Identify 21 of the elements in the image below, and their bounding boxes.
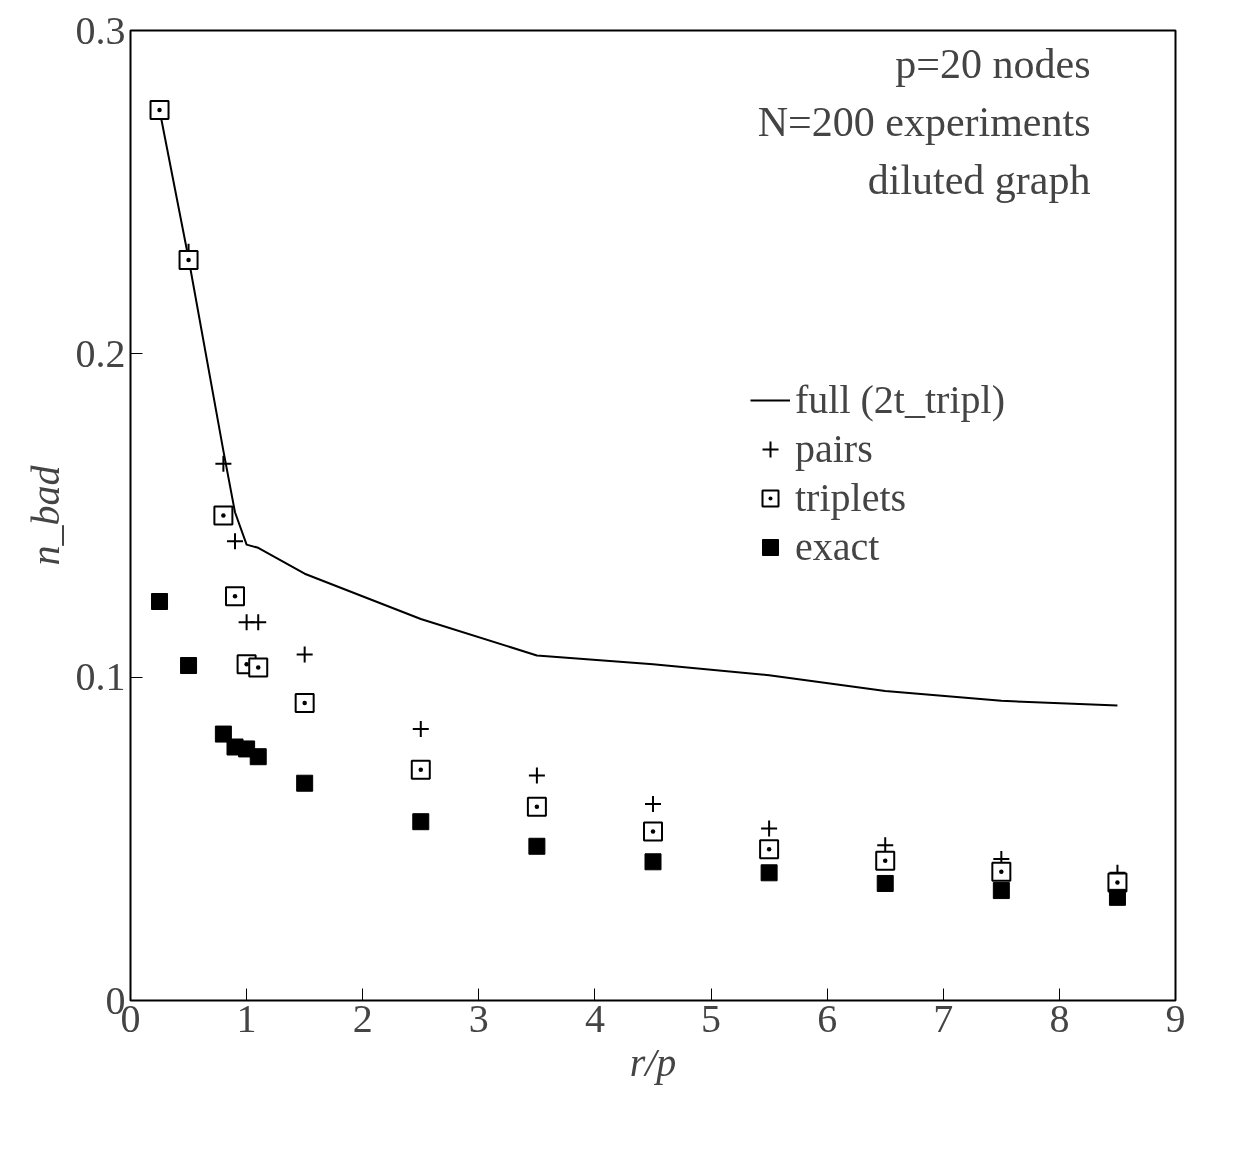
x-tick-label: 2 — [352, 995, 373, 1041]
annotation: N=200 experiments — [757, 98, 1091, 145]
x-tick-label: 7 — [933, 995, 954, 1041]
legend-label: pairs — [795, 425, 873, 472]
legend-label: exact — [795, 523, 880, 570]
annotation: diluted graph — [867, 156, 1091, 203]
legend-label: full (2t_tripl) — [795, 376, 1005, 423]
legend-label: triplets — [795, 474, 907, 521]
x-tick-label: 5 — [701, 995, 722, 1041]
annotation: p=20 nodes — [895, 40, 1091, 87]
y-axis-title: n_bad — [22, 464, 68, 566]
x-tick-label: 9 — [1165, 995, 1186, 1041]
x-tick-label: 1 — [236, 995, 257, 1041]
x-tick-label: 3 — [468, 995, 489, 1041]
x-tick-label: 4 — [584, 995, 605, 1041]
y-tick-label: 0.2 — [75, 330, 126, 376]
x-tick-label: 6 — [817, 995, 838, 1041]
x-axis-title: r/p — [629, 1039, 677, 1085]
y-tick-label: 0.3 — [75, 7, 126, 53]
y-tick-label: 0.1 — [75, 654, 126, 700]
x-tick-label: 8 — [1049, 995, 1070, 1041]
